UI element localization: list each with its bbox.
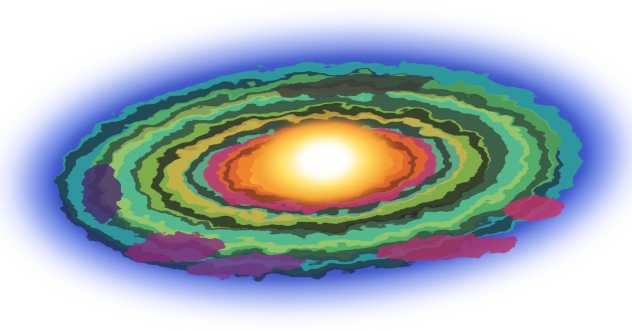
magenta-clump <box>125 233 226 263</box>
